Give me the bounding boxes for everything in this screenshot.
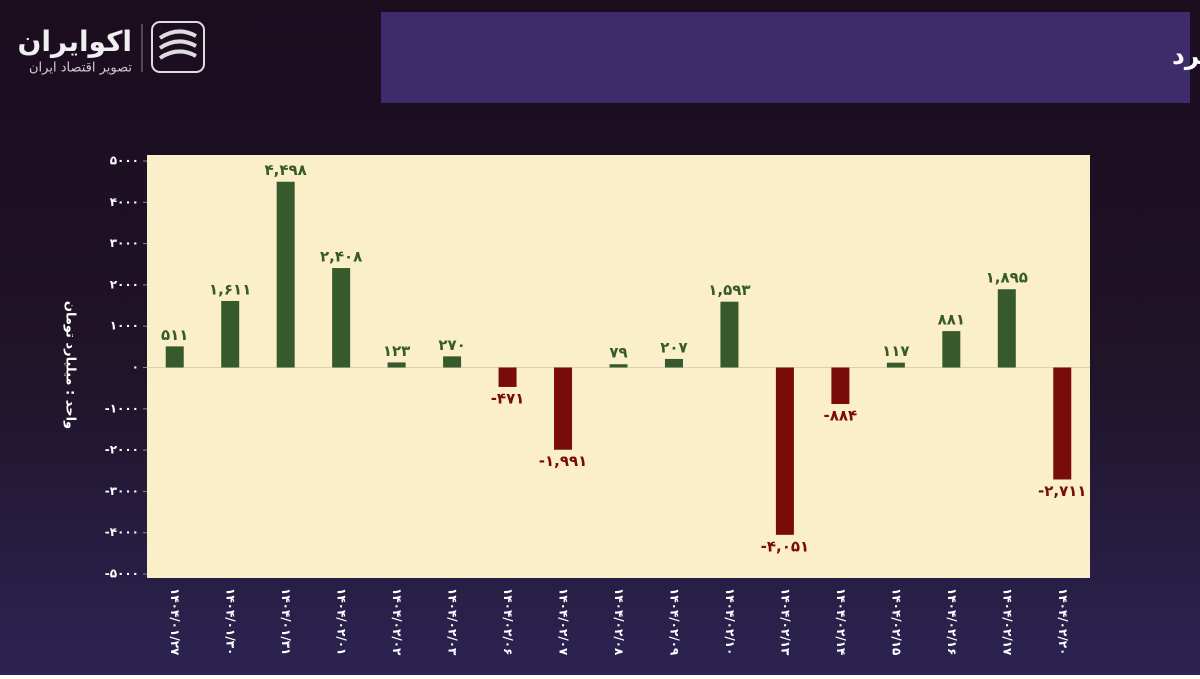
logo-waves	[158, 29, 197, 60]
x-tick-label: ۱۴۰۴/۰۲/۱۵	[889, 588, 903, 655]
value-label: ۱,۸۹۵	[986, 269, 1028, 287]
value-label: ۵۱۱	[161, 326, 188, 344]
bar	[720, 301, 739, 368]
value-label: ۲۷۰	[438, 336, 465, 354]
bar	[609, 364, 628, 368]
y-tick-label: ۴۰۰۰	[110, 195, 139, 209]
bar	[221, 300, 240, 368]
value-label: -۸۸۴	[824, 407, 858, 425]
brand-name: اکوایران	[18, 25, 132, 58]
y-tick-label: ۳۰۰۰	[110, 236, 139, 250]
brand-tagline: تصویر اقتصاد ایران	[29, 61, 132, 76]
bar	[443, 356, 462, 368]
bar	[1053, 367, 1072, 480]
x-tick-label: ۱۴۰۴/۰۲/۱۷	[1000, 588, 1014, 656]
bar	[831, 367, 850, 405]
value-label: -۲,۷۱۱	[1038, 482, 1087, 500]
bar	[276, 181, 295, 368]
x-tick-label: ۱۴۰۴/۰۲/۰۸	[612, 588, 626, 656]
value-label: ۱,۶۱۱	[209, 280, 251, 298]
bar	[664, 358, 683, 368]
bar	[387, 362, 406, 368]
y-tick-label: -۲۰۰۰	[105, 443, 139, 457]
logo: اکوایران تصویر اقتصاد ایران	[18, 21, 205, 76]
x-tick-label: ۱۴۰۴/۰۲/۲۰	[1056, 588, 1070, 655]
x-tick-label: ۱۴۰۴/۰۱/۳۰	[224, 588, 238, 655]
y-tick-label: -۴۰۰۰	[105, 525, 139, 539]
x-tick-label: ۱۴۰۴/۰۲/۰۹	[667, 588, 681, 656]
value-label: ۲۰۷	[660, 338, 687, 356]
bar	[942, 331, 961, 368]
x-tick-label: ۱۴۰۴/۰۲/۰۲	[390, 588, 404, 656]
x-tick-label: ۱۴۰۴/۰۱/۲۷	[168, 588, 182, 656]
value-label: ۸۸۱	[938, 311, 965, 329]
x-tick-label: ۱۴۰۴/۰۲/۰۷	[557, 588, 571, 656]
x-tick-label: ۱۴۰۴/۰۲/۱۴	[834, 588, 848, 655]
x-tick-label: ۱۴۰۴/۰۲/۰۳	[446, 588, 460, 656]
value-label: ۱۲۳	[383, 342, 410, 360]
bar	[498, 367, 517, 387]
value-label: ۲,۴۰۸	[320, 248, 362, 266]
x-tick-label: ۱۴۰۴/۰۲/۱۳	[778, 588, 792, 656]
x-tick-label: ۱۴۰۴/۰۲/۰۶	[501, 588, 515, 655]
value-label: -۴۷۱	[491, 389, 525, 407]
x-tick-label: ۱۴۰۴/۰۲/۱۶	[945, 588, 959, 655]
logo-icon	[151, 21, 205, 73]
bar	[775, 367, 794, 535]
y-tick-label: -۵۰۰۰	[105, 567, 139, 581]
x-tick-label: ۱۴۰۴/۰۱/۳۱	[279, 588, 293, 655]
x-tick-label: ۱۴۰۴/۰۲/۰۱	[335, 588, 349, 655]
value-label: -۴,۰۵۱	[761, 537, 810, 555]
title-box	[381, 12, 1190, 103]
bar	[332, 268, 351, 368]
value-label: ۱,۵۹۳	[708, 281, 750, 299]
y-tick-label: ۵۰۰۰	[110, 154, 139, 168]
y-tick-label: -۱۰۰۰	[105, 401, 139, 415]
y-tick-label: -۳۰۰۰	[105, 484, 139, 498]
chart-title: جریان ورود و خروج پول حقیقی از معاملات خ…	[1172, 41, 1200, 71]
value-label: -۱,۹۹۱	[539, 452, 588, 470]
value-label: ۷۹	[609, 344, 627, 362]
y-axis-label: واحد : میلیارد تومان	[63, 301, 78, 429]
value-label: ۱۱۷	[882, 342, 909, 360]
bar	[554, 367, 573, 450]
bar	[886, 362, 905, 368]
y-tick-label: ۱۰۰۰	[110, 319, 139, 333]
y-tick-label: ۲۰۰۰	[110, 277, 139, 291]
bar	[997, 289, 1016, 368]
bar	[165, 346, 184, 368]
y-tick-label: ۰	[132, 360, 139, 374]
x-tick-label: ۱۴۰۴/۰۲/۱۰	[723, 588, 737, 655]
value-label: ۴,۴۹۸	[265, 161, 307, 179]
